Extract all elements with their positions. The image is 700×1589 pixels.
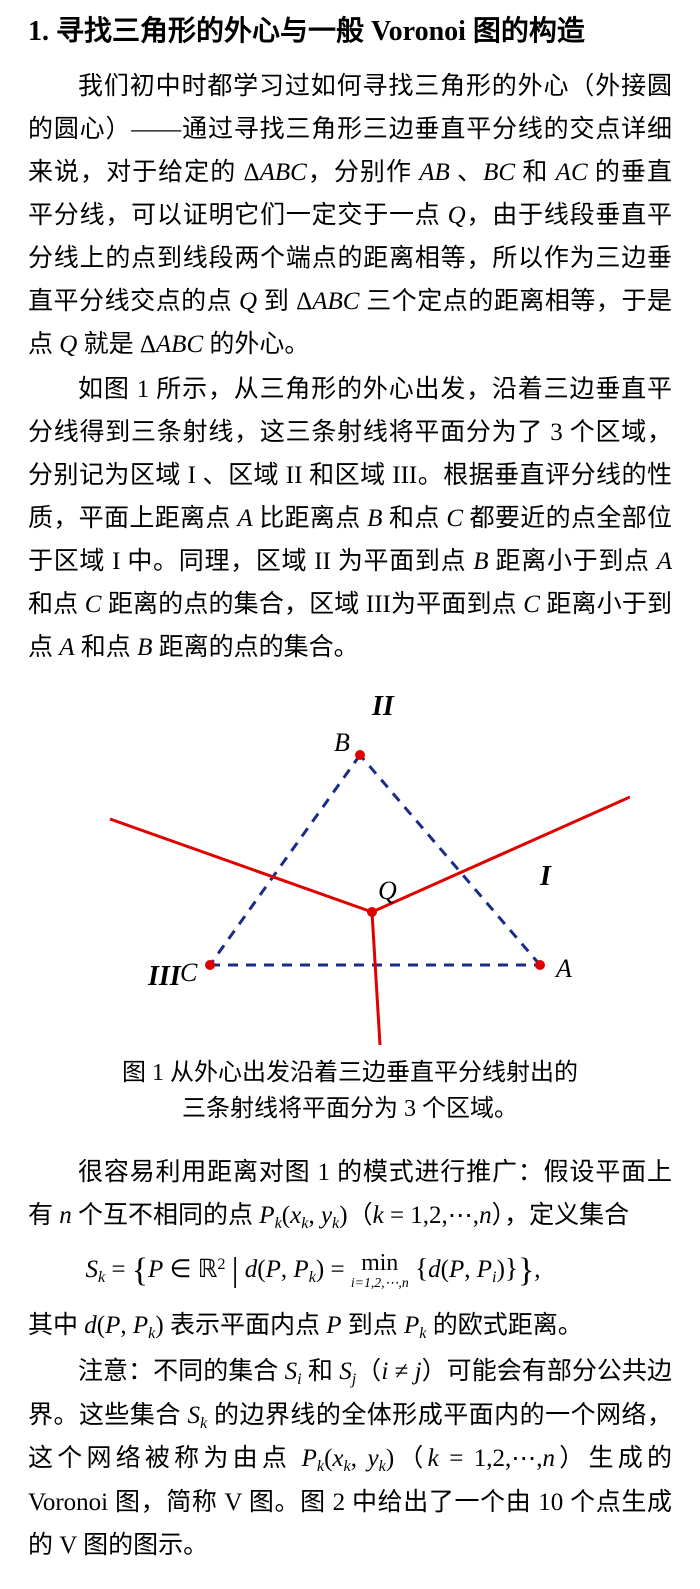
figure-1-caption: 图 1 从外心出发沿着三边垂直平分线射出的 三条射线将平面分为 3 个区域。 bbox=[28, 1055, 672, 1127]
svg-text:II: II bbox=[371, 691, 395, 722]
svg-text:III: III bbox=[147, 961, 182, 992]
formula-Sk: Sk = {P ∈ ℝ2 | d(P, Pk) = mini=1,2,⋯,n {… bbox=[28, 1244, 672, 1298]
svg-text:C: C bbox=[180, 958, 198, 987]
figure-1-svg: ABCQIIIIII bbox=[70, 685, 630, 1045]
caption-line-1: 图 1 从外心出发沿着三边垂直平分线射出的 bbox=[122, 1060, 578, 1086]
paragraph-2: 如图 1 所示，从三角形的外心出发，沿着三边垂直平分线得到三条射线，这三条射线将… bbox=[28, 368, 672, 669]
svg-text:Q: Q bbox=[378, 876, 397, 905]
paragraph-4: 其中 d(P, Pk) 表示平面内点 P 到点 Pk 的欧式距离。 bbox=[28, 1304, 672, 1348]
caption-line-2: 三条射线将平面分为 3 个区域。 bbox=[182, 1096, 518, 1122]
svg-text:I: I bbox=[539, 861, 552, 892]
figure-1: ABCQIIIIII bbox=[28, 685, 672, 1045]
svg-text:B: B bbox=[334, 728, 350, 757]
paragraph-5: 注意：不同的集合 Si 和 Sj（i ≠ j）可能会有部分公共边界。这些集合 S… bbox=[28, 1350, 672, 1567]
paragraph-1: 我们初中时都学习过如何寻找三角形的外心（外接圆的圆心）——通过寻找三角形三边垂直… bbox=[28, 65, 672, 366]
svg-text:A: A bbox=[554, 954, 572, 983]
section-title: 1. 寻找三角形的外心与一般 Voronoi 图的构造 bbox=[28, 12, 672, 51]
paragraph-3: 很容易利用距离对图 1 的模式进行推广：假设平面上有 n 个互不相同的点 Pk(… bbox=[28, 1151, 672, 1238]
